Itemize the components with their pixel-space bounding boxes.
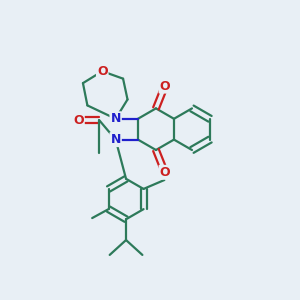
Text: N: N [110,133,121,146]
Text: N: N [110,112,121,125]
Text: O: O [97,65,108,78]
Text: O: O [160,166,170,179]
Text: O: O [73,114,84,127]
Text: O: O [160,80,170,93]
